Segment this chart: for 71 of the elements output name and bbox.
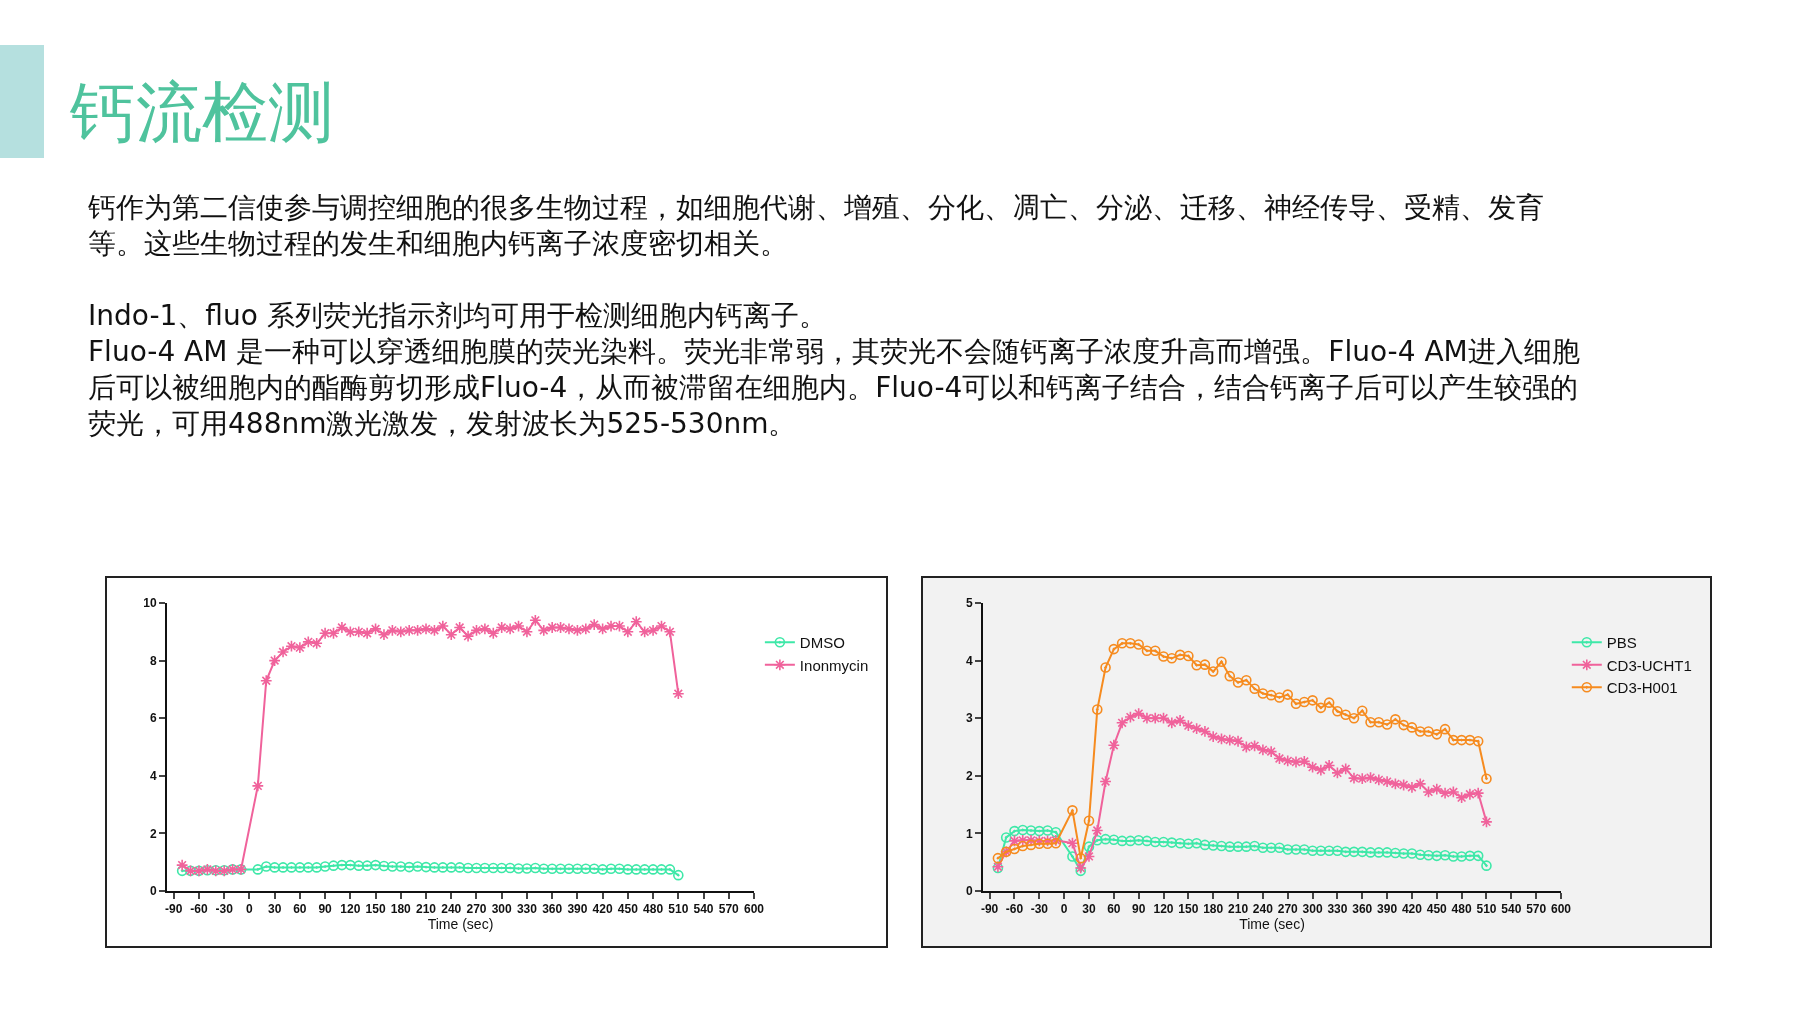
x-tick-label: 60 [1107, 902, 1121, 917]
x-tick-label: 90 [318, 902, 333, 917]
x-tick-label: 210 [416, 902, 437, 917]
x-tick-label: 180 [390, 902, 412, 917]
x-tick-label: 390 [1377, 902, 1398, 917]
y-tick-label: 0 [149, 884, 157, 899]
legend-label: CD3-UCHT1 [1606, 656, 1692, 674]
y-tick-label: 3 [965, 711, 973, 726]
legend-label: CD3-H001 [1606, 679, 1678, 697]
y-tick-label: 4 [149, 769, 157, 783]
x-tick-label: 120 [340, 902, 361, 917]
text: Fluo-4 AM 是一种可以穿透细胞膜的荧光染料。荧光非常弱，其荧光不会随钙离子浓度升高而增强。Fluo-4 AM进入细胞后可以被细胞内的酯酶剪切形成Fluo-4，从而被滞留在细胞内。Fluo-4可以和钙离子结合，结合钙离子后可以产生较强的荧光，可用488nm激光激发，发射波长为525-530nm。 [88, 334, 1581, 442]
x-tick-label: 0 [1060, 902, 1068, 917]
x-tick-label: -90 [980, 902, 999, 917]
y-tick-label: 4 [965, 653, 973, 668]
x-tick-label: 30 [1082, 902, 1096, 917]
x-tick-label: 510 [1476, 902, 1497, 917]
y-tick-label: 2 [965, 769, 973, 783]
x-axis-title: Time (sec) [427, 916, 494, 933]
x-tick-label: 450 [617, 902, 639, 917]
x-tick-label: 360 [1352, 902, 1373, 917]
x-tick-label: 480 [643, 902, 664, 917]
y-tick-label: 2 [149, 826, 157, 841]
x-tick-label: 480 [1451, 902, 1472, 917]
x-tick-label: 90 [1132, 902, 1146, 917]
x-tick-label: 420 [592, 902, 613, 917]
x-tick-label: 270 [466, 902, 487, 917]
y-tick-label: 0 [965, 884, 973, 899]
x-tick-label: -60 [1005, 902, 1024, 917]
x-tick-label: 150 [365, 902, 386, 917]
legend-label: DMSO [799, 634, 845, 652]
y-tick-label: 8 [149, 653, 157, 668]
x-tick-label: 570 [718, 902, 740, 917]
x-tick-label: 150 [1178, 902, 1199, 917]
x-tick-label: -60 [190, 902, 208, 917]
x-tick-label: 540 [1501, 902, 1522, 917]
x-tick-label: 600 [1550, 902, 1572, 917]
x-tick-label: 360 [542, 902, 563, 917]
x-tick-label: 270 [1277, 902, 1299, 917]
y-tick-label: 6 [149, 711, 157, 726]
text: Indo-1、fluo 系列荧光指示剂均可用于检测细胞内钙离子。 [88, 298, 828, 334]
x-tick-label: 120 [1153, 902, 1174, 917]
x-tick-label: 300 [491, 902, 513, 917]
y-tick-label: 10 [143, 596, 157, 611]
x-tick-label: 240 [1252, 902, 1274, 917]
x-tick-label: 540 [693, 902, 714, 917]
x-tick-label: 240 [441, 902, 462, 917]
x-tick-label: 30 [267, 902, 282, 917]
x-tick-label: -30 [215, 902, 234, 917]
x-tick-label: 450 [1426, 902, 1448, 917]
x-tick-label: 330 [516, 902, 538, 917]
legend-label: PBS [1606, 634, 1637, 652]
x-tick-label: -30 [1030, 902, 1049, 917]
y-tick-label: 5 [965, 596, 973, 611]
x-tick-label: 390 [567, 902, 588, 917]
x-tick-label: 330 [1327, 902, 1348, 917]
x-axis-title: Time (sec) [1239, 916, 1305, 933]
y-tick-label: 1 [965, 826, 973, 841]
x-tick-label: 180 [1203, 902, 1224, 917]
x-tick-label: 210 [1228, 902, 1249, 917]
x-tick-label: 510 [668, 902, 689, 917]
x-tick-label: -90 [165, 902, 183, 917]
x-tick-label: 420 [1401, 902, 1423, 917]
x-tick-label: 600 [743, 902, 765, 917]
x-tick-label: 60 [293, 902, 307, 917]
chart-title: 钙流检测 [70, 73, 334, 153]
text: 钙作为第二信使参与调控细胞的很多生物过程，如细胞代谢、增殖、分化、凋亡、分泌、迁移、神经传导、受精、发育等。这些生物过程的发生和细胞内钙离子浓度密切相关。 [88, 190, 1545, 262]
x-tick-label: 570 [1526, 902, 1547, 917]
x-tick-label: 300 [1302, 902, 1323, 917]
x-tick-label: 0 [246, 902, 254, 917]
legend-label: Inonmycin [799, 656, 869, 674]
